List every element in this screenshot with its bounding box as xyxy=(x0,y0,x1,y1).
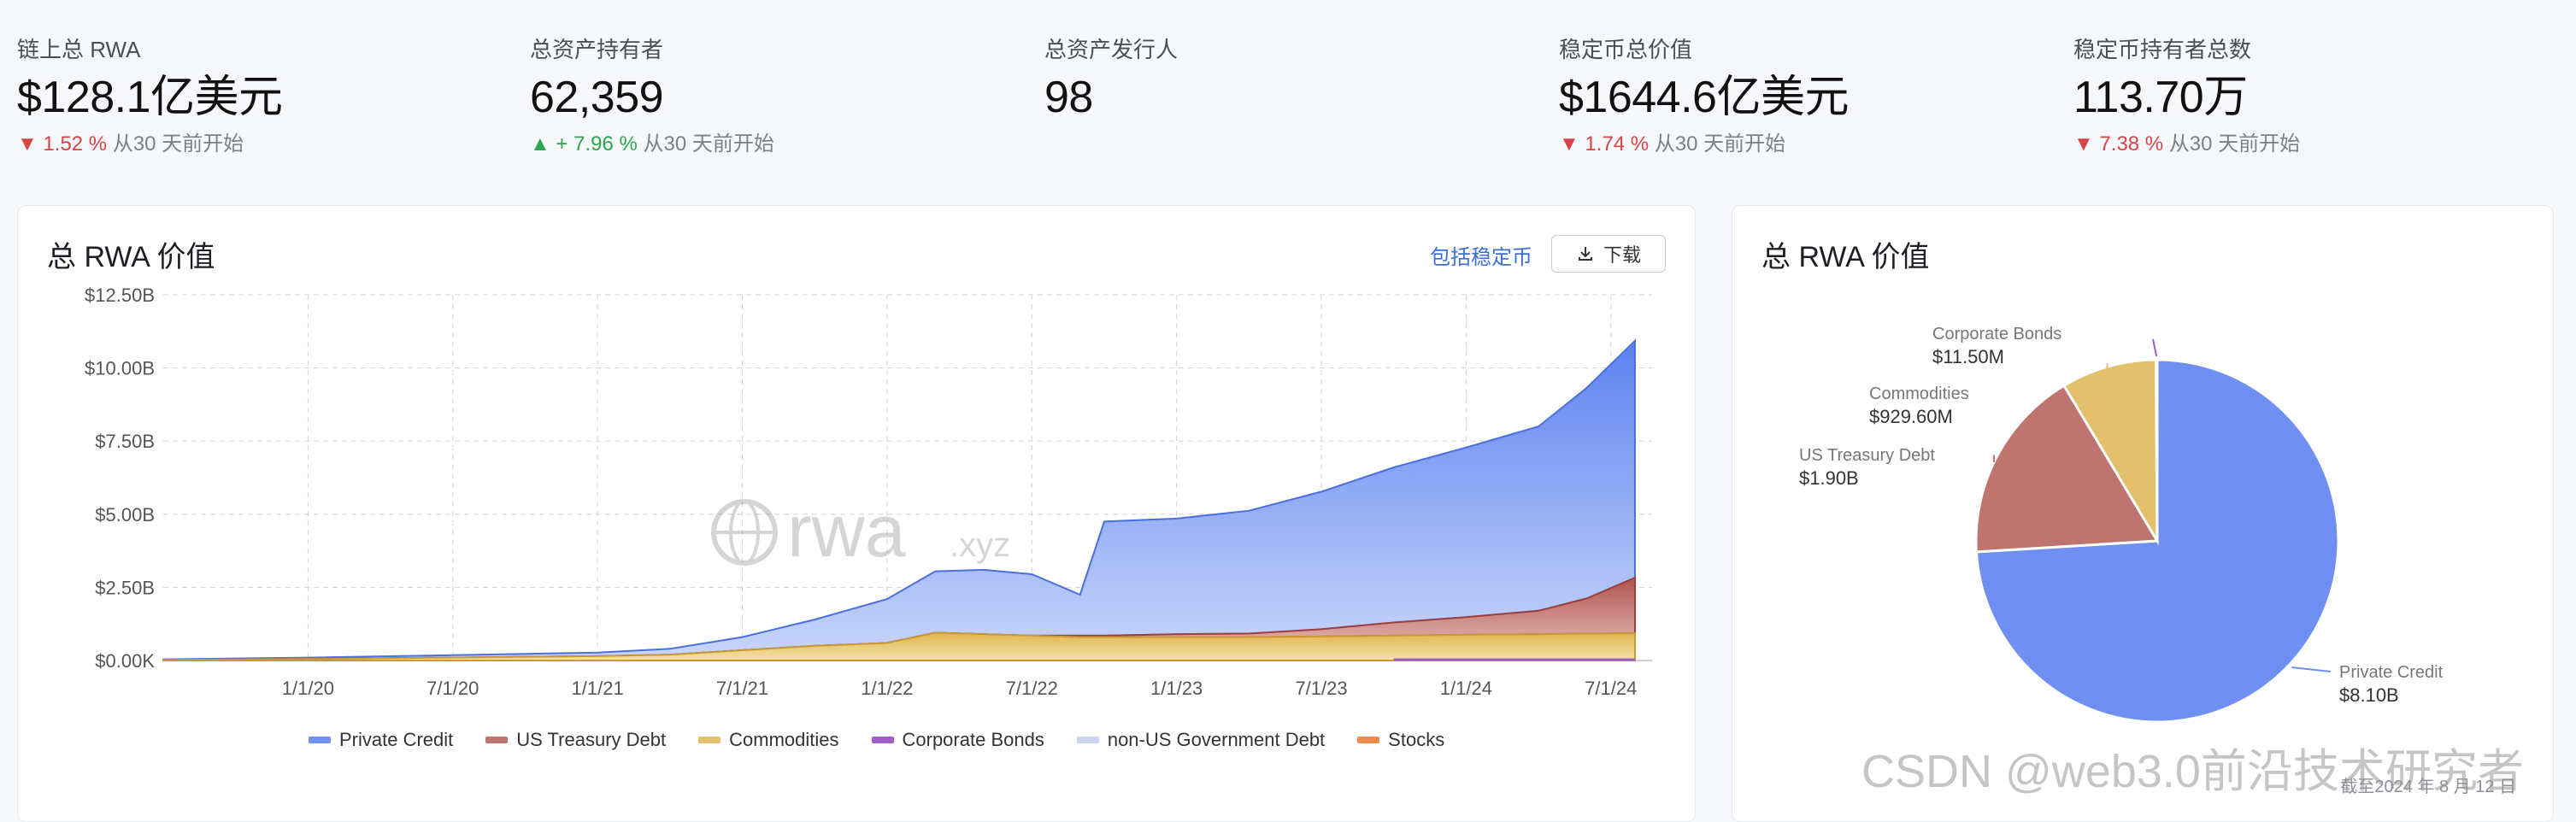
stat-label: 稳定币持有者总数 xyxy=(2073,34,2300,65)
stat-value: 113.70万 xyxy=(2073,65,2300,130)
legend-label: US Treasury Debt xyxy=(516,729,666,751)
stat-change-pct: ▼ 1.52 % xyxy=(17,132,107,156)
watermark-suffix: .xyz xyxy=(950,526,1010,564)
stat-value: $1644.6亿美元 xyxy=(1559,65,1849,130)
legend-swatch xyxy=(872,737,894,743)
y-axis: $12.50B $10.00B $7.50B $5.00B $2.50B $0.00K xyxy=(85,285,155,672)
watermark-text: rwa xyxy=(787,490,906,572)
stats-bar: 链上总 RWA $128.1亿美元 ▼ 1.52 % 从30 天前开始 总资产持… xyxy=(0,0,2576,205)
legend-item-us-treasury-debt[interactable]: US Treasury Debt xyxy=(485,729,666,751)
y-tick-label: $2.50B xyxy=(95,577,155,598)
pie-chart: Private Credit $8.10B US Treasury Debt $1.9… xyxy=(1732,206,2553,804)
stat-stablecoin-holders: 稳定币持有者总数 113.70万 ▼ 7.38 % 从30 天前开始 xyxy=(2073,34,2300,159)
stat-total-rwa: 链上总 RWA $128.1亿美元 ▼ 1.52 % 从30 天前开始 xyxy=(17,34,283,159)
stat-change-pct: ▼ 1.74 % xyxy=(1559,132,1649,156)
legend-label: non-US Government Debt xyxy=(1108,729,1325,751)
pie-label-value: $929.60M xyxy=(1869,406,1953,427)
pie-label-name: Commodities xyxy=(1869,385,1969,403)
y-tick-label: $10.00B xyxy=(85,358,155,379)
stat-change-pct: ▲ + 7.96 % xyxy=(530,132,638,156)
legend-swatch xyxy=(309,737,331,743)
y-tick-label: $7.50B xyxy=(95,431,155,452)
stat-label: 总资产持有者 xyxy=(530,34,774,65)
legend-label: Stocks xyxy=(1388,729,1444,751)
area-chart: $12.50B $10.00B $7.50B $5.00B $2.50B $0.00K 1… xyxy=(18,206,1695,719)
pie-label-value: $1.90B xyxy=(1799,467,1859,489)
pie-label-value: $8.10B xyxy=(2339,684,2399,706)
stat-change-since: 从30 天前开始 xyxy=(2169,132,2300,156)
legend-swatch xyxy=(698,737,720,743)
stat-change-since: 从30 天前开始 xyxy=(1655,132,1785,156)
stat-holders: 总资产持有者 62,359 ▲ + 7.96 % 从30 天前开始 xyxy=(530,34,774,159)
legend-item-non-us-government-debt[interactable]: non-US Government Debt xyxy=(1077,729,1325,751)
legend-label: Commodities xyxy=(729,729,838,751)
x-tick-label: 7/1/23 xyxy=(1295,678,1347,699)
legend-swatch xyxy=(1357,737,1379,743)
y-tick-label: $5.00B xyxy=(95,504,155,525)
total-rwa-chart-card: 总 RWA 价值 包括稳定币 下载 $12.50B$10.00B$7.50B$5… xyxy=(17,205,1696,822)
pie-label-name: Corporate Bonds xyxy=(1932,325,2061,343)
x-tick-label: 7/1/21 xyxy=(716,678,768,699)
legend-label: Private Credit xyxy=(339,729,453,751)
legend-item-stocks[interactable]: Stocks xyxy=(1357,729,1444,751)
csdn-watermark: CSDN @web3.0前沿技术研究者 xyxy=(1861,733,2524,801)
stat-label: 总资产发行人 xyxy=(1044,34,1178,65)
legend-label: Corporate Bonds xyxy=(903,729,1044,751)
stat-label: 稳定币总价值 xyxy=(1559,34,1849,65)
legend-item-private-credit[interactable]: Private Credit xyxy=(309,729,453,751)
x-tick-label: 1/1/22 xyxy=(861,678,913,699)
pie-slice-corporate-bonds xyxy=(2156,360,2157,541)
stat-label: 链上总 RWA xyxy=(17,34,283,65)
legend-item-corporate-bonds[interactable]: Corporate Bonds xyxy=(872,729,1044,751)
chart-legend: Private Credit US Treasury Debt Commodit… xyxy=(309,729,1444,751)
stat-change-since: 从30 天前开始 xyxy=(644,132,774,156)
y-tick-label: $0.00K xyxy=(95,650,155,672)
x-tick-label: 1/1/20 xyxy=(282,678,334,699)
stat-stablecoin-value: 稳定币总价值 $1644.6亿美元 ▼ 1.74 % 从30 天前开始 xyxy=(1559,34,1849,159)
pie-label-name: US Treasury Debt xyxy=(1799,446,1935,465)
stat-change-pct: ▼ 7.38 % xyxy=(2073,132,2163,156)
legend-swatch xyxy=(1077,737,1099,743)
stat-issuers: 总资产发行人 98 xyxy=(1044,34,1178,130)
legend-swatch xyxy=(485,737,508,743)
x-tick-label: 1/1/24 xyxy=(1440,678,1492,699)
legend-item-commodities[interactable]: Commodities xyxy=(698,729,838,751)
rwa-watermark: rwa .xyz xyxy=(714,490,1010,572)
stat-change-since: 从30 天前开始 xyxy=(113,132,244,156)
x-tick-label: 1/1/23 xyxy=(1150,678,1203,699)
pie-leader-line xyxy=(2291,667,2331,672)
x-tick-label: 7/1/24 xyxy=(1585,678,1637,699)
x-tick-label: 7/1/20 xyxy=(426,678,479,699)
stat-value: 98 xyxy=(1044,65,1178,130)
stat-value: $128.1亿美元 xyxy=(17,65,283,130)
pie-label-name: Private Credit xyxy=(2339,663,2444,682)
pie-label-value: $11.50M xyxy=(1932,346,2004,367)
x-axis: 1/1/20 7/1/20 1/1/21 7/1/21 1/1/22 7/1/22 1/1/… xyxy=(282,678,1638,699)
pie-leader-line xyxy=(2153,339,2156,356)
y-tick-label: $12.50B xyxy=(85,285,155,306)
pie-slices xyxy=(1976,360,2338,722)
stat-value: 62,359 xyxy=(530,65,774,130)
x-tick-label: 1/1/21 xyxy=(572,678,624,699)
x-tick-label: 7/1/22 xyxy=(1006,678,1058,699)
